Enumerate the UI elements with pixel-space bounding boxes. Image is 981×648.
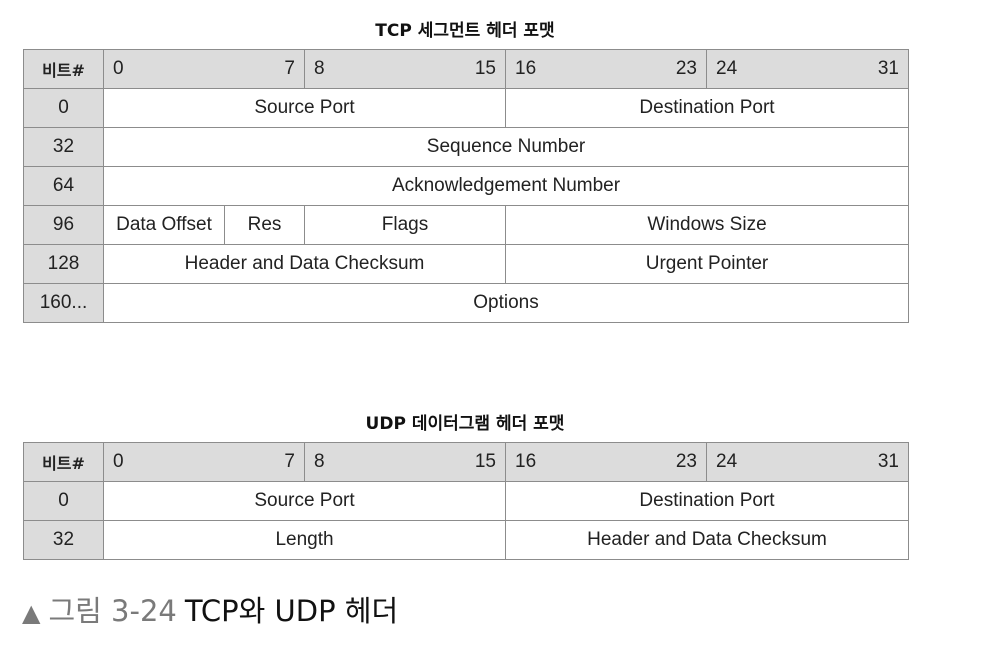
bit-number-corner: 비트# <box>23 49 104 89</box>
bit-start: 0 <box>113 58 124 79</box>
bit-header-row: 비트# 0 7 8 15 16 23 24 31 <box>23 442 909 482</box>
figure-caption: ▲ 그림 3-24 TCP와 UDP 헤더 <box>22 588 398 630</box>
length-field: Length <box>103 520 506 560</box>
udp-header-table: 비트# 0 7 8 15 16 23 24 31 0 Source Port D… <box>23 442 909 560</box>
bits-16-23: 16 23 <box>505 49 707 89</box>
reserved-field: Res <box>224 205 305 245</box>
table-row: 0 Source Port Destination Port <box>23 88 909 128</box>
data-offset-field: Data Offset <box>103 205 225 245</box>
bit-start: 8 <box>314 451 325 472</box>
triangle-marker-icon: ▲ <box>22 599 41 627</box>
row-offset: 96 <box>23 205 104 245</box>
tcp-table-title: TCP 세그먼트 헤더 포맷 <box>375 21 555 41</box>
destination-port-field: Destination Port <box>505 481 909 521</box>
bit-end: 15 <box>474 451 496 472</box>
row-offset: 128 <box>23 244 104 284</box>
row-offset: 32 <box>23 520 104 560</box>
urgent-pointer-field: Urgent Pointer <box>505 244 909 284</box>
bits-24-31: 24 31 <box>706 49 909 89</box>
bits-8-15: 8 15 <box>304 49 506 89</box>
table-row: 0 Source Port Destination Port <box>23 481 909 521</box>
bits-0-7: 0 7 <box>103 442 305 482</box>
bit-end: 7 <box>284 58 295 79</box>
table-row: 96 Data Offset Res Flags Windows Size <box>23 205 909 245</box>
options-field: Options <box>103 283 909 323</box>
flags-field: Flags <box>304 205 506 245</box>
bit-end: 31 <box>877 451 899 472</box>
acknowledgement-number-field: Acknowledgement Number <box>103 166 909 206</box>
bit-end: 31 <box>877 58 899 79</box>
bits-8-15: 8 15 <box>304 442 506 482</box>
row-offset: 0 <box>23 88 104 128</box>
figure-caption-text: TCP와 UDP 헤더 <box>184 594 399 628</box>
row-offset: 0 <box>23 481 104 521</box>
bit-end: 7 <box>284 451 295 472</box>
window-size-field: Windows Size <box>505 205 909 245</box>
bit-start: 24 <box>716 58 738 79</box>
bit-start: 16 <box>515 58 537 79</box>
bit-start: 0 <box>113 451 124 472</box>
tcp-header-table: 비트# 0 7 8 15 16 23 24 31 0 Source Port D… <box>23 49 909 323</box>
destination-port-field: Destination Port <box>505 88 909 128</box>
source-port-field: Source Port <box>103 481 506 521</box>
bit-start: 24 <box>716 451 738 472</box>
checksum-field: Header and Data Checksum <box>103 244 506 284</box>
bits-0-7: 0 7 <box>103 49 305 89</box>
bit-end: 15 <box>474 58 496 79</box>
table-row: 32 Length Header and Data Checksum <box>23 520 909 560</box>
udp-table-title: UDP 데이터그램 헤더 포맷 <box>365 414 565 434</box>
row-offset: 32 <box>23 127 104 167</box>
bit-header-row: 비트# 0 7 8 15 16 23 24 31 <box>23 49 909 89</box>
figure-number: 그림 3-24 <box>48 594 177 628</box>
bit-start: 16 <box>515 451 537 472</box>
table-row: 128 Header and Data Checksum Urgent Poin… <box>23 244 909 284</box>
table-row: 64 Acknowledgement Number <box>23 166 909 206</box>
row-offset: 64 <box>23 166 104 206</box>
table-row: 32 Sequence Number <box>23 127 909 167</box>
sequence-number-field: Sequence Number <box>103 127 909 167</box>
bit-start: 8 <box>314 58 325 79</box>
bit-end: 23 <box>675 58 697 79</box>
checksum-field: Header and Data Checksum <box>505 520 909 560</box>
source-port-field: Source Port <box>103 88 506 128</box>
table-row: 160... Options <box>23 283 909 323</box>
bit-number-corner: 비트# <box>23 442 104 482</box>
row-offset: 160... <box>23 283 104 323</box>
bits-24-31: 24 31 <box>706 442 909 482</box>
bits-16-23: 16 23 <box>505 442 707 482</box>
bit-end: 23 <box>675 451 697 472</box>
